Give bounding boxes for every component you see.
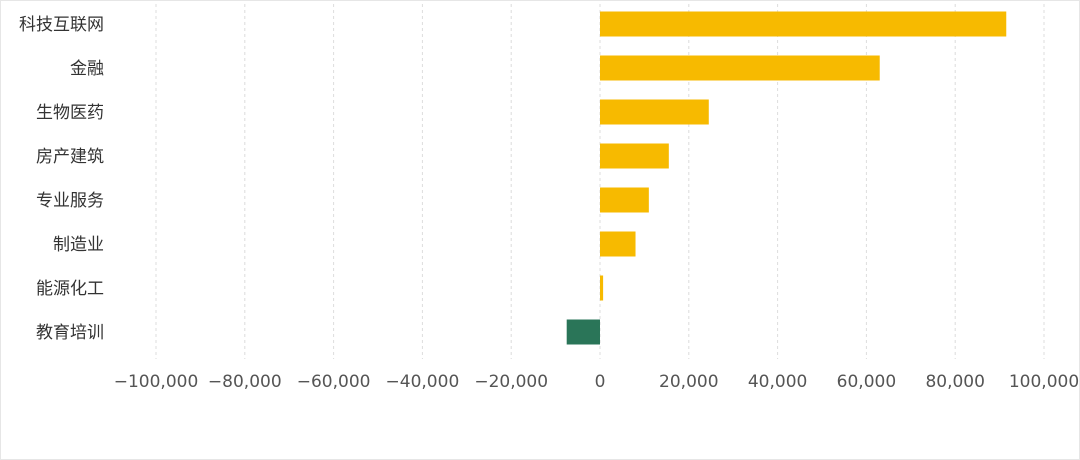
bar bbox=[600, 55, 880, 81]
bar bbox=[600, 275, 604, 301]
category-label: 金融 bbox=[70, 59, 104, 79]
category-label: 房产建筑 bbox=[36, 147, 104, 167]
x-tick-label: −80,000 bbox=[208, 372, 282, 392]
category-label: 教育培训 bbox=[36, 323, 104, 343]
category-label: 专业服务 bbox=[36, 191, 104, 211]
x-tick-label: 0 bbox=[595, 372, 606, 392]
bar bbox=[566, 319, 600, 345]
x-tick-label: −40,000 bbox=[386, 372, 460, 392]
x-tick-label: 40,000 bbox=[748, 372, 807, 392]
bar bbox=[600, 231, 636, 257]
x-tick-label: −60,000 bbox=[297, 372, 371, 392]
bar bbox=[600, 11, 1007, 37]
bar bbox=[600, 187, 649, 213]
category-label: 生物医药 bbox=[36, 103, 104, 123]
x-tick-label: 100,000 bbox=[1009, 372, 1079, 392]
category-label: 科技互联网 bbox=[19, 15, 104, 35]
x-tick-label-layer: −100,000 −80,000 −60,000 −40,000 −20,000 0 20,… bbox=[114, 372, 1079, 392]
bar-layer bbox=[566, 11, 1007, 345]
category-label: 制造业 bbox=[53, 235, 104, 255]
x-tick-label: −100,000 bbox=[114, 372, 199, 392]
bar bbox=[600, 143, 669, 169]
bar bbox=[600, 99, 709, 125]
x-tick-label: 80,000 bbox=[925, 372, 984, 392]
x-tick-label: 60,000 bbox=[837, 372, 896, 392]
category-label: 能源化工 bbox=[36, 279, 104, 299]
x-tick-label: 20,000 bbox=[659, 372, 718, 392]
x-tick-label: −20,000 bbox=[474, 372, 548, 392]
